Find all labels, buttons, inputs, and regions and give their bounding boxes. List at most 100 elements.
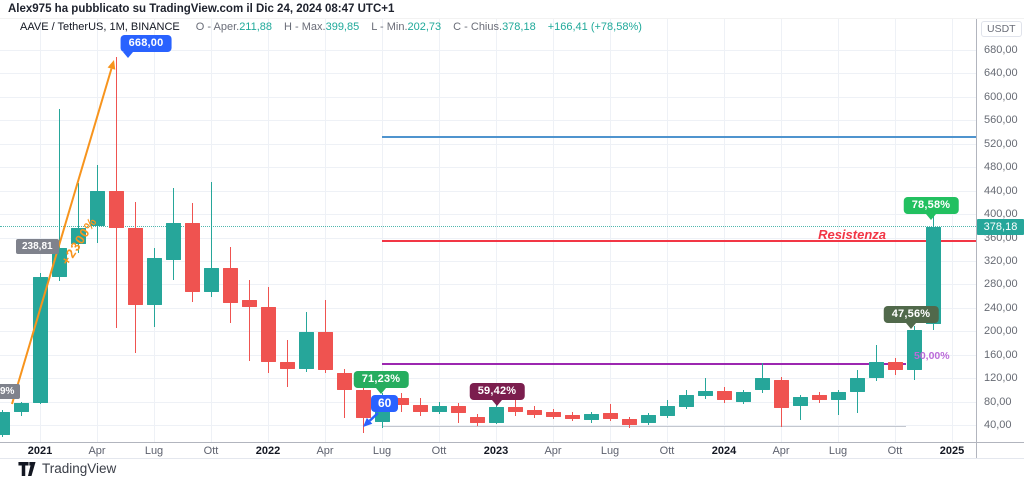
candle-wick <box>343 369 345 418</box>
candle-body <box>811 395 827 400</box>
horizontal-gridline <box>0 378 976 380</box>
horizontal-gridline <box>0 143 976 145</box>
horizontal-gridline <box>0 50 976 51</box>
candle-body <box>830 392 846 400</box>
fib-50-line <box>382 363 906 366</box>
price-tick-label: 560,00 <box>984 114 1018 127</box>
candle-wick <box>761 362 763 393</box>
horizontal-gridline <box>0 401 976 403</box>
candle-body <box>621 419 637 425</box>
time-tick-label: Apr <box>88 445 106 457</box>
candle-body <box>773 379 789 408</box>
gain-callout-59: 59,42% <box>469 383 525 400</box>
time-tick-label: 2025 <box>939 445 965 457</box>
candle-body <box>659 406 675 417</box>
horizontal-gridline <box>0 73 976 75</box>
horizontal-gridline <box>0 425 976 426</box>
vertical-gridline <box>610 18 611 442</box>
candle-body <box>222 267 238 304</box>
chart-plot-area[interactable]: 60 238,81 9% 668,00 71,23% 59,42% 47,56% 78,58… <box>0 0 976 442</box>
time-tick-label: 2023 <box>483 445 509 457</box>
current-price-line <box>0 226 976 228</box>
candle-body <box>754 378 770 390</box>
vertical-gridline <box>838 18 839 442</box>
symbol-name: AAVE / TetherUS, 1M, BINANCE <box>20 21 180 33</box>
vertical-gridline <box>724 18 725 442</box>
candle-wick <box>799 394 801 421</box>
time-tick-label: Ott <box>659 445 675 457</box>
candle-body <box>203 267 219 292</box>
candle-body <box>868 362 884 379</box>
tradingview-watermark[interactable]: TradingView <box>18 461 116 476</box>
gain-callout-71: 71,23% <box>353 371 409 388</box>
horizontal-gridline <box>0 354 976 356</box>
vertical-gridline <box>553 18 554 442</box>
candle-body <box>697 391 713 396</box>
gain-callout-59-pointer <box>492 400 502 406</box>
high-price-callout: 668,00 <box>120 35 172 52</box>
gain-callout-71-pointer <box>376 388 386 394</box>
candle-body <box>640 415 656 424</box>
candle-body <box>526 410 542 416</box>
time-tick-label: Lug <box>144 445 164 457</box>
gain-callout-78-pointer <box>926 214 936 220</box>
candle-body <box>241 300 257 308</box>
horizontal-gridline <box>0 214 976 216</box>
footer-divider <box>0 458 1024 459</box>
candle-wick <box>58 108 60 282</box>
candle-body <box>260 307 276 363</box>
price-tick-label: 320,00 <box>984 254 1018 267</box>
candle-body <box>906 330 922 370</box>
price-tick-label: 400,00 <box>984 208 1018 221</box>
low-marker-arrow-blue-head <box>363 417 373 427</box>
gain-callout-47-pointer <box>906 323 916 329</box>
low-marker-arrow-blue <box>368 412 379 422</box>
horizontal-gridline <box>0 331 976 333</box>
currency-badge: USDT <box>981 21 1022 37</box>
time-tick-label: Ott <box>887 445 903 457</box>
time-tick-label: 2024 <box>711 445 737 457</box>
time-tick-label: Ott <box>203 445 219 457</box>
gray-price-label: 9% <box>0 384 21 399</box>
candle-body <box>469 416 485 423</box>
price-tick-label: 480,00 <box>984 161 1018 174</box>
candle-body <box>583 413 599 421</box>
candle-wick <box>609 403 611 421</box>
candle-body <box>716 391 732 400</box>
ohlc-values: O - Aper.211,88 H - Max.399,85 L - Min.202… <box>196 21 536 33</box>
legend-item: O - Aper.211,88 <box>195 21 273 33</box>
current-price-tag: 378,18 <box>977 218 1024 235</box>
price-tick-label: 200,00 <box>984 325 1018 338</box>
candle-body <box>488 406 504 423</box>
price-axis-border <box>976 18 977 458</box>
price-tick-label: 160,00 <box>984 348 1018 361</box>
candle-body <box>545 412 561 417</box>
price-axis[interactable] <box>977 18 1024 458</box>
candle-body <box>507 406 523 413</box>
candle-body <box>13 403 29 413</box>
horizontal-gridline <box>0 260 976 262</box>
horizontal-gridline <box>0 284 976 286</box>
price-tick-label: 640,00 <box>984 67 1018 80</box>
vertical-gridline <box>952 18 953 442</box>
price-tick-label: 80,00 <box>984 395 1012 408</box>
trend-arrow-orange <box>11 68 113 405</box>
symbol-legend[interactable]: AAVE / TetherUS, 1M, BINANCE O - Aper.21… <box>20 21 642 33</box>
candle-wick <box>77 183 79 254</box>
resistance-label: Resistenza <box>818 227 886 242</box>
fib-0-line <box>382 425 906 427</box>
candle-body <box>165 222 181 260</box>
tradingview-logo-icon <box>18 461 36 476</box>
vertical-gridline <box>40 18 41 442</box>
price-tick-label: 600,00 <box>984 90 1018 103</box>
gray-price-label: 238,81 <box>16 239 59 254</box>
time-axis-border <box>0 442 1024 443</box>
candle-body <box>355 389 371 418</box>
price-tick-label: 280,00 <box>984 278 1018 291</box>
candle-wick <box>704 378 706 399</box>
candle-wick <box>248 280 250 361</box>
legend-item: H - Max.399,85 <box>284 21 360 33</box>
vertical-gridline <box>211 18 212 442</box>
horizontal-gridline <box>0 120 976 122</box>
candle-body <box>184 222 200 292</box>
